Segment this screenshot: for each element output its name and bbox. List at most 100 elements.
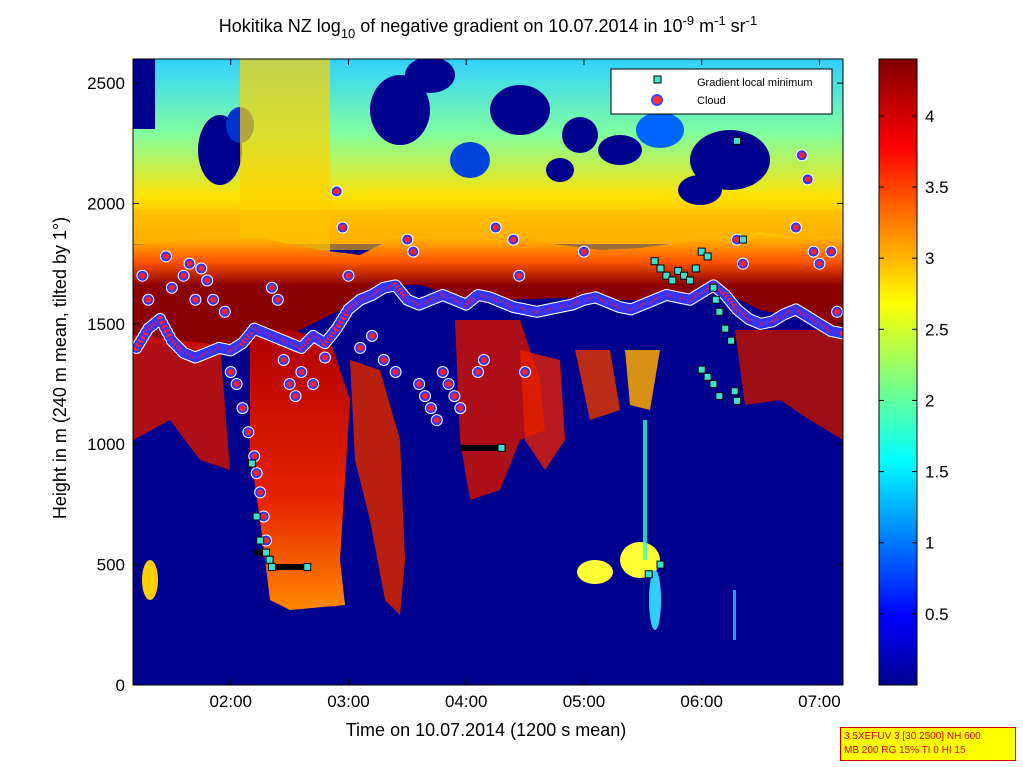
cloud-point: [137, 270, 148, 281]
cloud-point: [231, 379, 242, 390]
cloud-point: [808, 246, 819, 257]
x-tick-label: 05:00: [563, 692, 606, 711]
cloud-point: [437, 367, 448, 377]
legend-marker-gradient-min: [653, 75, 662, 84]
gradient-min-point: [733, 396, 742, 405]
x-tick-label: 03:00: [327, 692, 370, 711]
gradient-min-point: [680, 271, 689, 280]
cloud-point: [402, 234, 413, 245]
y-tick-label: 2000: [87, 194, 125, 213]
gradient-min-point: [730, 387, 739, 396]
gradient-min-point: [703, 252, 712, 261]
cloud-point: [225, 367, 236, 377]
y-axis-title: Height in m (240 m mean, tilted by 1°): [50, 217, 70, 519]
gradient-min-point: [497, 443, 506, 452]
cloud-point: [826, 246, 837, 257]
cloud-point: [237, 403, 248, 414]
gradient-min-point: [709, 283, 718, 292]
cloud-point: [343, 270, 354, 281]
x-tick-label: 07:00: [798, 692, 841, 711]
gradient-min-point: [703, 372, 712, 381]
cloud-point: [196, 263, 207, 274]
gradient-min-point: [733, 136, 742, 145]
gradient-min-point: [721, 324, 730, 333]
colorbar-tick-label: 4: [925, 107, 934, 126]
info-line-1: 3.5XEFUV 3 [30 2500] NH 600: [844, 731, 981, 742]
gradient-min-point: [697, 365, 706, 374]
cloud-point: [296, 367, 307, 377]
colorbar-tick-label: 3.5: [925, 178, 949, 197]
gradient-min-point: [267, 563, 276, 572]
y-tick-label: 1000: [87, 435, 125, 454]
cloud-point: [514, 270, 525, 281]
plot-frame: [132, 58, 844, 686]
heatmap: [133, 59, 843, 685]
cloud-point: [378, 354, 389, 365]
cloud-point: [178, 270, 189, 281]
gradient-min-point: [265, 555, 274, 564]
x-axis: 02:00 03:00 04:00 05:00 06:00 07:00: [209, 59, 841, 711]
cloud-point: [284, 379, 295, 390]
cloud-point: [278, 354, 289, 365]
x-tick-label: 04:00: [445, 692, 488, 711]
cloud-point: [166, 282, 177, 293]
gradient-min-point: [644, 570, 653, 579]
cloud-point: [243, 427, 254, 438]
legend-marker-cloud: [651, 94, 663, 106]
cloud-point: [331, 186, 342, 197]
cloud-point: [838, 328, 843, 339]
cloud-point: [814, 258, 825, 269]
cloud-point: [219, 306, 230, 317]
cloud-point: [578, 246, 589, 257]
cloud-point: [202, 275, 213, 286]
colorbar-tick-label: 3: [925, 249, 934, 268]
cloud-point: [290, 391, 301, 402]
gradient-min-point: [662, 271, 671, 280]
colorbar-tick-label: 0.5: [925, 605, 949, 624]
cloud-point: [449, 391, 460, 402]
gradient-min-point: [691, 264, 700, 273]
gradient-min-point: [709, 380, 718, 389]
x-axis-title: Time on 10.07.2014 (1200 s mean): [346, 720, 627, 740]
y-axis: 0 500 1000 1500 2000 2500: [87, 74, 843, 695]
cloud-point: [520, 367, 531, 377]
cloud-point: [208, 294, 219, 305]
cloud-point: [367, 330, 378, 341]
cloud-point: [355, 342, 366, 353]
cloud-point: [490, 222, 501, 233]
cloud-point: [472, 367, 483, 377]
legend: Gradient local minimum Cloud: [610, 68, 833, 115]
cloud-point: [337, 222, 348, 233]
gradient-min-point: [256, 536, 265, 545]
gradient-min-point: [715, 392, 724, 401]
gradient-min-point: [262, 548, 271, 557]
chart-marks: [133, 136, 843, 579]
cloud-point: [319, 352, 330, 363]
colorbar: [878, 58, 918, 686]
cloud-point: [251, 468, 262, 479]
cloud-point: [390, 367, 401, 377]
gradient-min-point: [715, 307, 724, 316]
cloud-point: [143, 294, 154, 305]
y-tick-label: 500: [97, 556, 125, 575]
cloud-point: [249, 451, 260, 462]
cloud-point: [190, 294, 201, 305]
cloud-point: [508, 234, 519, 245]
cloud-point: [266, 282, 277, 293]
cloud-point: [308, 379, 319, 390]
gradient-min-point: [656, 560, 665, 569]
cloud-point: [160, 251, 171, 262]
gradient-min-point: [697, 247, 706, 256]
chart-title: Hokitika NZ log10 of negative gradient o…: [219, 13, 757, 41]
cloud-point: [455, 403, 466, 414]
colorbar-tick-label: 1.5: [925, 463, 949, 482]
cloud-point: [832, 306, 843, 317]
x-tick-label: 02:00: [209, 692, 252, 711]
gradient-min-point: [247, 459, 256, 468]
info-line-2: MB 200 RG 15% TI 0 HI 15: [844, 745, 966, 756]
cloud-point: [408, 246, 419, 257]
cloud-point: [420, 391, 431, 402]
gradient-min-point: [727, 336, 736, 345]
gradient-min-point: [252, 512, 261, 521]
